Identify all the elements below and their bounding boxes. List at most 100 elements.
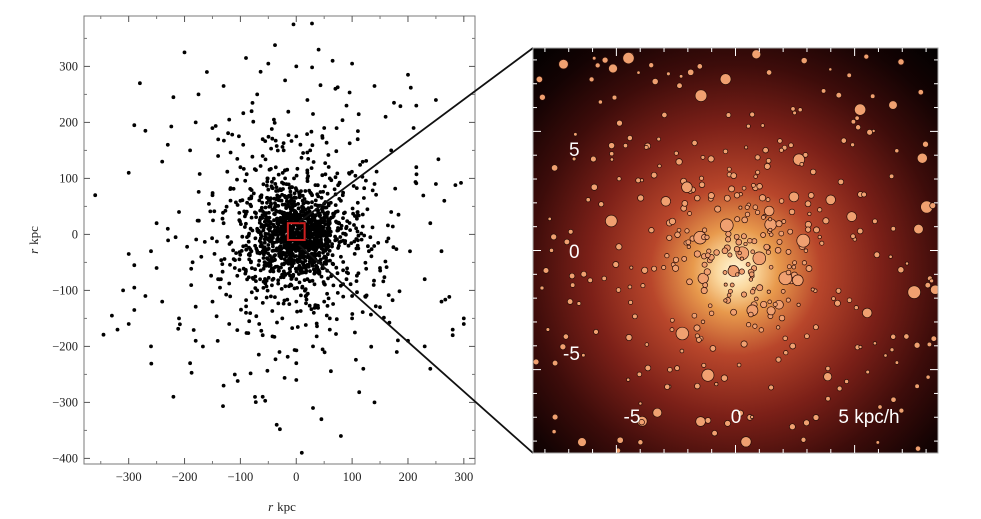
scatter-point [461, 322, 466, 326]
scatter-point [272, 196, 277, 201]
scatter-point [363, 260, 368, 265]
subhalo-marker [661, 265, 667, 270]
scatter-point [219, 258, 224, 263]
scatter-point [316, 47, 321, 52]
scatter-point [213, 124, 218, 128]
scatter-point [188, 148, 193, 153]
x-tick-label: 0 [293, 470, 299, 484]
subhalo-marker [778, 198, 785, 204]
scatter-point [350, 294, 354, 298]
subhalo-marker [873, 251, 881, 259]
scatter-point [195, 218, 200, 223]
scatter-point [171, 95, 176, 100]
subhalo-marker [674, 365, 680, 371]
scatter-point [324, 313, 329, 318]
scatter-point [311, 310, 316, 315]
scatter-point [335, 209, 340, 214]
scatter-point [348, 282, 353, 287]
subhalo-marker [580, 270, 588, 278]
scatter-point [322, 126, 327, 130]
scatter-point [322, 281, 326, 286]
scatter-point [442, 198, 447, 203]
scatter-point [212, 209, 217, 214]
subhalo-marker [722, 148, 729, 155]
scatter-point [314, 334, 319, 339]
scatter-point [207, 202, 211, 206]
subhalo-marker [903, 333, 910, 340]
scatter-point [325, 291, 329, 296]
scatter-point [276, 301, 281, 306]
scatter-point [311, 160, 316, 164]
subhalo-marker [622, 52, 635, 65]
scatter-point [254, 314, 259, 319]
scatter-point [358, 163, 362, 167]
scatter-point [258, 215, 263, 220]
subhalo-marker [890, 396, 897, 403]
scatter-point [228, 262, 232, 267]
scatter-point [282, 376, 287, 380]
subhalo-marker [748, 277, 754, 282]
scatter-point [215, 339, 220, 343]
subhalo-marker [725, 112, 732, 118]
y-axis-title: r kpc [26, 226, 41, 254]
scatter-point [320, 347, 325, 352]
subhalo-marker [803, 419, 810, 427]
subhalo-marker [762, 147, 769, 154]
scatter-point [362, 186, 367, 191]
scatter-point [267, 228, 272, 233]
scatter-point [269, 146, 273, 151]
scatter-point [280, 192, 284, 197]
subhalo-marker [785, 269, 792, 276]
subhalo-marker [627, 284, 633, 290]
y-axis-unit: kpc [26, 226, 41, 245]
scatter-point [273, 295, 277, 299]
scatter-point [298, 309, 303, 313]
scatter-point [281, 148, 286, 153]
scatter-point [274, 422, 279, 427]
scatter-point [283, 284, 288, 289]
subhalo-marker [846, 211, 857, 222]
subhalo-marker [796, 233, 811, 248]
subhalo-marker [727, 288, 733, 294]
subhalo-marker [703, 268, 711, 276]
scatter-point [210, 236, 215, 241]
scatter-point [254, 296, 258, 300]
scatter-point [231, 186, 236, 191]
scatter-point [290, 235, 294, 240]
scatter-point [310, 278, 315, 283]
scatter-point [285, 297, 290, 302]
subhalo-marker [797, 107, 803, 113]
scatter-point [178, 322, 182, 327]
subhalo-marker [747, 238, 753, 244]
scatter-point [254, 211, 258, 216]
subhalo-marker [651, 265, 657, 272]
scatter-point [211, 218, 215, 223]
scatter-point [276, 281, 281, 286]
scatter-point [307, 303, 312, 308]
subhalo-marker [590, 183, 598, 191]
scatter-point [327, 248, 332, 253]
scatter-point [317, 227, 322, 232]
scatter-point [234, 251, 239, 256]
scatter-point [319, 274, 324, 279]
subhalo-marker [790, 106, 796, 112]
scatter-point [326, 153, 331, 157]
subhalo-marker [660, 196, 671, 207]
scatter-point [356, 246, 361, 251]
subhalo-marker [626, 377, 631, 382]
scatter-point [436, 157, 441, 162]
subhalo-marker [551, 429, 557, 435]
scatter-point [283, 225, 288, 230]
scatter-point [214, 314, 219, 319]
scatter-point [288, 189, 293, 194]
subhalo-marker [924, 282, 931, 289]
scatter-point [185, 244, 190, 249]
scatter-point [138, 81, 142, 86]
scatter-point [235, 203, 240, 207]
scatter-point [439, 299, 444, 304]
subhalo-marker [777, 138, 783, 144]
scatter-point [276, 265, 281, 270]
scatter-point [288, 193, 293, 197]
scatter-point [283, 202, 287, 207]
scatter-point [345, 219, 350, 224]
